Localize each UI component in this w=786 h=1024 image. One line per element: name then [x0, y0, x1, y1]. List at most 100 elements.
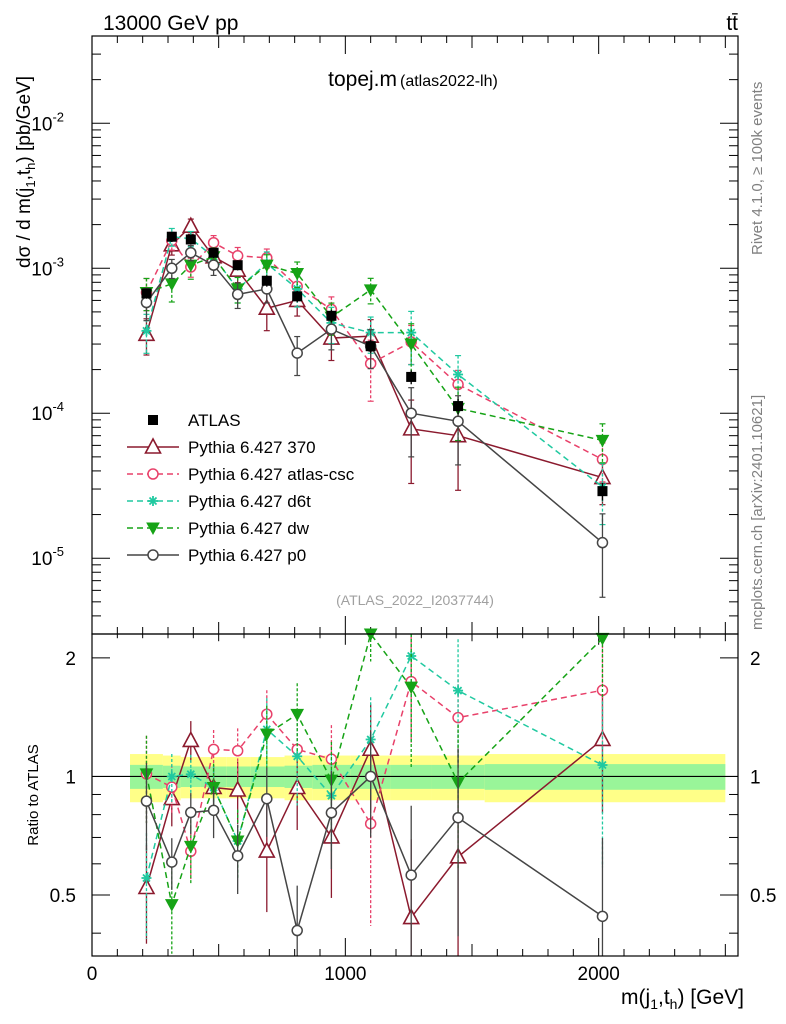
- legend-atlas-marker: [148, 415, 158, 425]
- data-point: [164, 278, 179, 291]
- rivet-label: Rivet 4.1.0, ≥ 100k events: [749, 82, 766, 255]
- ratio-point-stroke: [167, 772, 176, 781]
- y-tick-label: 10-4: [31, 399, 64, 425]
- main-plot-frame: [91, 35, 739, 635]
- data-point: [140, 296, 153, 309]
- axes: 0 1000 2000 10-5 10-4 10-3 10-2 0.5 0.5 1 1 2 2: [31, 35, 776, 985]
- data-point-stroke: [142, 326, 151, 335]
- source-label: mcplots.cern.ch [arXiv:2401.10621]: [749, 395, 766, 630]
- process-label: tt̄: [726, 12, 738, 35]
- y-tick-label: 10-3: [31, 254, 64, 280]
- atlas-point: [141, 288, 152, 299]
- y-axis-label: dσ / d m(j1,th) [pb/GeV]: [14, 76, 38, 268]
- data-point: [257, 298, 276, 316]
- ratio-point: [181, 730, 200, 748]
- plot-title: topej.m: [328, 68, 397, 91]
- ratio-series-4: [140, 731, 609, 956]
- ratio-plot-frame: [91, 633, 739, 957]
- y-tick-label: 10-5: [31, 544, 64, 570]
- ratio-point: [166, 771, 177, 782]
- legend-marker: [147, 549, 159, 561]
- x-tick-label: 2000: [578, 964, 620, 985]
- x-tick-label: 1000: [324, 964, 366, 985]
- data-point: [404, 338, 419, 352]
- ratio-point: [166, 856, 178, 868]
- ratio-tick-label-right: 1: [750, 767, 761, 788]
- ratio-line: [145, 632, 603, 908]
- ratio-point: [597, 760, 608, 771]
- data-point: [231, 249, 244, 262]
- ratio-line: [145, 738, 603, 920]
- ratio-line: [145, 775, 603, 934]
- y-tick-label: 10-2: [31, 109, 64, 135]
- data-point: [290, 268, 305, 281]
- atlas-point: [406, 371, 417, 382]
- ratio-point: [207, 804, 220, 817]
- data-point: [363, 284, 378, 297]
- ratio-point: [452, 811, 464, 824]
- atlas-point: [292, 291, 303, 302]
- data-point-stroke: [453, 370, 463, 379]
- ratio-layer: [137, 628, 612, 956]
- ratio-line: [146, 680, 603, 855]
- legend-marker: [147, 468, 159, 480]
- ratio-point: [404, 681, 419, 695]
- data-point: [166, 262, 178, 275]
- ratio-point: [207, 743, 220, 756]
- ratio-point: [405, 869, 417, 881]
- atlas-point: [261, 275, 272, 286]
- ratio-point: [257, 841, 276, 858]
- data-point: [185, 246, 197, 259]
- atlas-point: [597, 486, 608, 497]
- ratio-y-axis-label: Ratio to ATLAS: [25, 744, 42, 845]
- ratio-point-stroke: [186, 770, 195, 779]
- data-point: [595, 434, 610, 448]
- data-point: [596, 536, 609, 549]
- atlas-point: [365, 341, 376, 352]
- ratio-point-stroke: [453, 686, 463, 695]
- series-atlas-data: [141, 231, 608, 501]
- data-point: [259, 259, 274, 273]
- legend-label: Pythia 6.427 d6t: [188, 492, 311, 511]
- ratio-point: [166, 781, 178, 793]
- ratio-point: [231, 850, 244, 862]
- atlas-point: [232, 260, 243, 271]
- data-point: [453, 369, 464, 380]
- ratio-point: [140, 795, 153, 807]
- ratio-tick-label: 0.5: [50, 886, 76, 907]
- ratio-point: [185, 806, 197, 819]
- ratio-tick-label: 2: [65, 649, 76, 670]
- ratio-point: [452, 711, 464, 724]
- ratio-tick-label-right: 0.5: [750, 886, 776, 907]
- ratio-point-stroke: [293, 752, 302, 761]
- data-point: [405, 407, 417, 419]
- legend-marker: [144, 437, 162, 454]
- analysis-id: (ATLAS_2022_I2037744): [336, 592, 494, 608]
- legend-label: Pythia 6.427 dw: [188, 519, 310, 538]
- atlas-point: [208, 247, 219, 258]
- legend: ATLAS Pythia 6.427 370 Pythia 6.427 atlas-…: [127, 411, 355, 565]
- legend-marker-stroke: [148, 496, 158, 506]
- ratio-point: [141, 873, 152, 884]
- atlas-point: [326, 310, 337, 321]
- data-point: [207, 236, 220, 249]
- ratio-uncertainty-bands: [92, 754, 738, 803]
- x-axis-label: m(j1,th) [GeV]: [621, 986, 744, 1012]
- ratio-point-stroke: [142, 873, 151, 883]
- ratio-point: [183, 840, 198, 854]
- ratio-point: [292, 751, 303, 762]
- legend-marker: [148, 496, 158, 506]
- data-point: [325, 323, 338, 335]
- data-point: [452, 415, 464, 428]
- atlas-point: [166, 231, 177, 242]
- ratio-point: [596, 910, 609, 923]
- ratio-point-stroke: [598, 760, 607, 770]
- legend-label: Pythia 6.427 atlas-csc: [188, 465, 355, 484]
- ratio-point: [290, 708, 305, 722]
- series-3: [139, 247, 610, 464]
- series-layer: [137, 216, 612, 598]
- ratio-point: [259, 728, 274, 742]
- ratio-point: [325, 807, 338, 819]
- ratio-point: [185, 769, 196, 780]
